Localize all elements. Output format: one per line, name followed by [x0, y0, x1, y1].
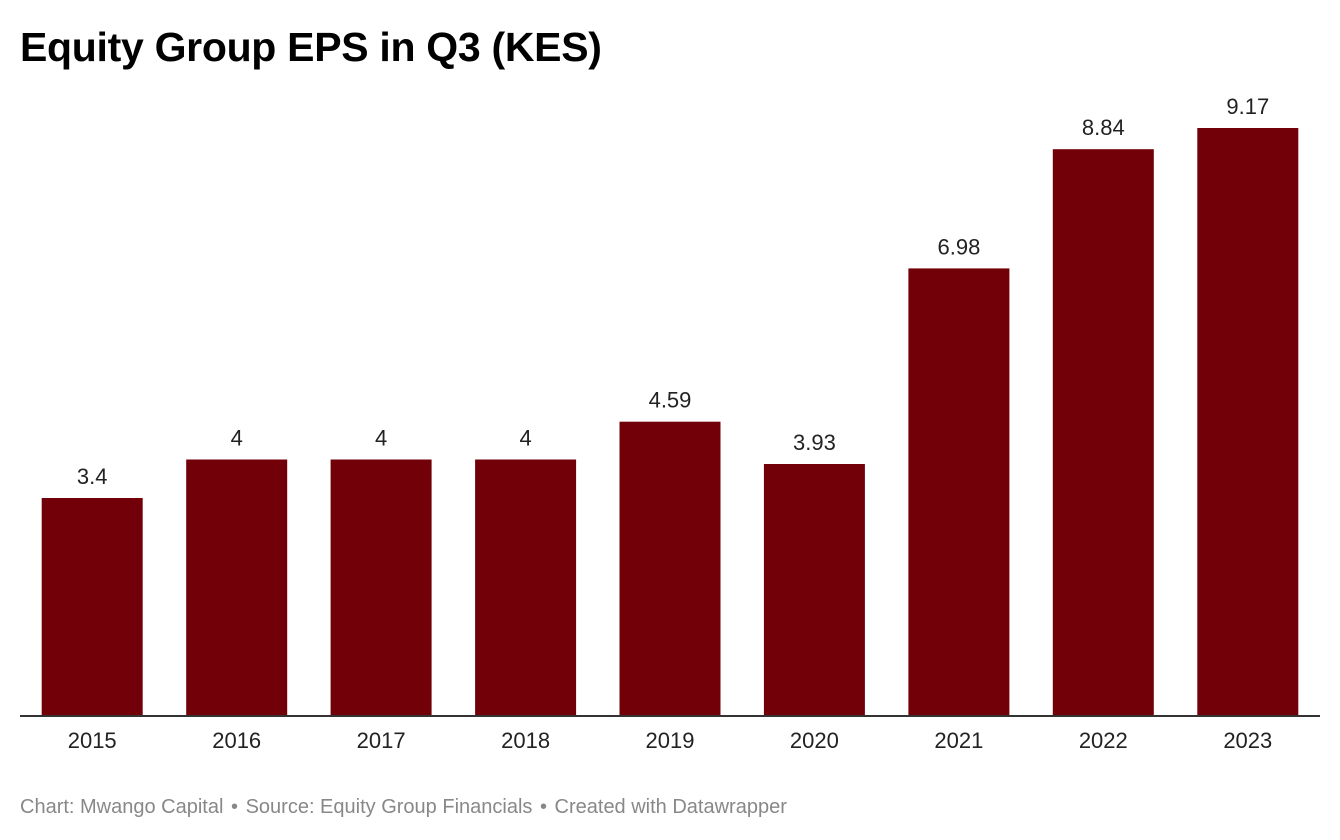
value-label-2018: 4	[519, 426, 531, 451]
x-tick-label-2019: 2019	[646, 728, 695, 753]
x-tick-label-2015: 2015	[68, 728, 117, 753]
x-tick-label-2018: 2018	[501, 728, 550, 753]
value-label-2020: 3.93	[793, 430, 836, 455]
value-label-2015: 3.4	[77, 464, 108, 489]
value-label-2017: 4	[375, 426, 387, 451]
bar-2015	[41, 498, 143, 716]
x-tick-label-2022: 2022	[1079, 728, 1128, 753]
bar-2020	[763, 464, 865, 716]
value-label-2022: 8.84	[1082, 115, 1125, 140]
footer-separator: •	[539, 796, 547, 818]
x-tick-label-2017: 2017	[357, 728, 406, 753]
value-label-2023: 9.17	[1226, 94, 1269, 119]
bar-2016	[186, 459, 288, 716]
bar-2021	[908, 268, 1010, 716]
value-label-2019: 4.59	[649, 388, 692, 413]
chart-footer: Chart: Mwango Capital • Source: Equity G…	[20, 794, 787, 820]
bar-2017	[330, 459, 432, 716]
source-note: Source: Equity Group Financials	[245, 796, 533, 818]
bar-2023	[1197, 128, 1299, 716]
x-tick-label-2021: 2021	[934, 728, 983, 753]
created-with-note: Created with Datawrapper	[554, 796, 787, 818]
bars-layer	[41, 128, 1299, 716]
x-tick-label-2016: 2016	[212, 728, 261, 753]
value-labels-layer: 3.4 4 4 4 4.59 3.93 6.98 8.84 9.17	[77, 94, 1269, 489]
value-label-2021: 6.98	[937, 234, 980, 259]
x-tick-label-2020: 2020	[790, 728, 839, 753]
x-axis-tick-labels: 2015 2016 2017 2018 2019 2020 2021 2022 2023	[68, 728, 1273, 753]
chart-title: Equity Group EPS in Q3 (KES)	[20, 24, 602, 70]
chart-credit: Chart: Mwango Capital	[20, 796, 224, 818]
x-tick-label-2023: 2023	[1223, 728, 1272, 753]
footer-separator: •	[231, 796, 239, 818]
value-label-2016: 4	[231, 426, 243, 451]
bar-2018	[475, 459, 577, 716]
bar-2022	[1052, 149, 1154, 716]
bar-2019	[619, 421, 721, 716]
